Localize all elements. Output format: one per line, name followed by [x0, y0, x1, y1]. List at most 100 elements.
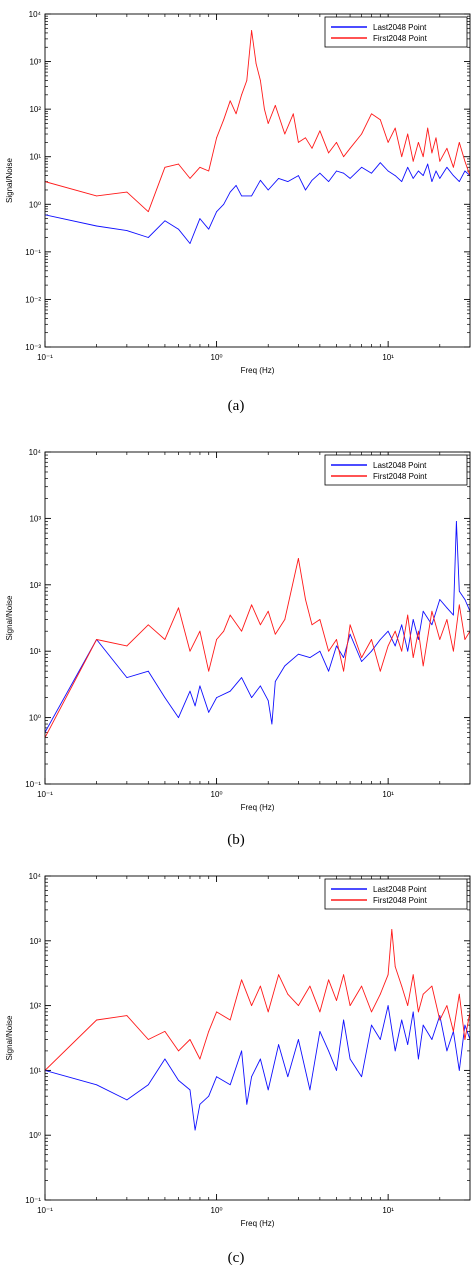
legend-box [324, 16, 468, 48]
data-point [189, 690, 191, 692]
y-tick-label: 10³ [29, 58, 41, 67]
data-point [259, 985, 261, 987]
data-point [189, 650, 191, 652]
data-point [446, 1005, 448, 1006]
data-point [284, 665, 286, 667]
data-point [458, 993, 460, 995]
data-point [208, 1095, 210, 1097]
data-point [349, 624, 351, 626]
y-tick-label: 10² [29, 581, 41, 590]
data-point [422, 665, 424, 667]
data-point [371, 650, 372, 652]
data-point [349, 147, 351, 149]
data-point [284, 619, 286, 620]
data-point [251, 30, 252, 31]
data-point [259, 624, 261, 626]
data-point [394, 645, 396, 647]
data-point [394, 966, 396, 967]
data-point [263, 108, 265, 110]
data-point [387, 1005, 389, 1006]
y-tick-label: 10⁻³ [25, 343, 41, 352]
legend-label-1: Last2048 Point [373, 885, 427, 894]
data-point [251, 1005, 252, 1006]
data-point [336, 645, 337, 647]
chart-panel-a: 10⁻¹ 10⁰ 10¹ 10⁻³ 10⁻² 10⁻¹ 10⁰ 10¹ 10² 10³ 10⁴ Fre… [0, 0, 472, 427]
legend-label-2: First2048 Point [373, 472, 428, 481]
data-point [305, 599, 306, 600]
data-point [241, 195, 243, 197]
data-point [251, 1076, 252, 1078]
data-point [189, 178, 191, 179]
y-tick-label: 10³ [29, 937, 41, 946]
chart-caption-b: (b) [227, 832, 245, 848]
data-point [431, 152, 433, 154]
data-point [452, 614, 454, 616]
data-point [96, 639, 98, 640]
data-point [446, 607, 448, 609]
data-point [164, 697, 166, 699]
data-point [305, 189, 306, 191]
data-point [394, 127, 396, 129]
data-point [96, 195, 98, 197]
data-point [126, 1099, 128, 1101]
data-point [309, 1089, 311, 1091]
data-point [259, 80, 261, 81]
plot-frame [44, 875, 471, 1201]
data-point [349, 178, 351, 179]
data-point [422, 156, 424, 158]
data-point [387, 141, 389, 143]
data-point [178, 163, 179, 165]
data-point [452, 650, 454, 652]
data-point [298, 653, 299, 655]
data-point [229, 100, 231, 102]
data-point [147, 237, 149, 238]
data-point [216, 211, 217, 213]
y-tick-label: 10⁴ [29, 872, 42, 881]
legend: Last2048 Point First2048 Point [324, 454, 468, 486]
data-point [189, 243, 191, 244]
data-point [194, 1129, 196, 1131]
data-point [412, 619, 414, 620]
data-point [309, 657, 311, 659]
data-point [208, 170, 210, 172]
series-line-1 [45, 520, 470, 733]
data-point [319, 1011, 321, 1013]
series-line-1 [45, 1005, 470, 1131]
data-point [164, 166, 166, 168]
data-point [319, 650, 321, 652]
data-point [422, 1024, 424, 1026]
data-point [417, 639, 419, 640]
data-point [164, 639, 166, 640]
y-tick-label: 10¹ [29, 1066, 41, 1075]
data-point [178, 717, 179, 718]
data-point [328, 650, 330, 652]
data-point [407, 614, 409, 616]
data-point [458, 141, 460, 143]
y-tick-label: 10⁰ [29, 1131, 41, 1140]
chart-b-svg: 10⁻¹ 10⁰ 10¹ 10⁻¹ 10⁰ 10¹ 10² 10³ 10⁴ Freq (Hz) Si… [5, 448, 471, 812]
y-tick-label: 10⁻¹ [25, 780, 41, 789]
data-point [319, 1030, 321, 1032]
data-point [126, 230, 128, 231]
x-tick-label: 10¹ [382, 353, 394, 362]
data-point [292, 113, 294, 115]
data-point [229, 690, 231, 692]
minor-ticks-c [45, 876, 470, 1200]
series-group-a [45, 30, 470, 244]
data-point [216, 1076, 217, 1078]
y-tick-label: 10⁰ [29, 200, 41, 209]
data-point [96, 1084, 98, 1086]
legend-label-1: Last2048 Point [373, 23, 427, 32]
y-tick-label: 10⁴ [29, 448, 42, 457]
data-point [147, 670, 149, 672]
y-tick-label: 10⁴ [29, 10, 42, 19]
data-point [387, 630, 389, 632]
data-point [208, 1030, 210, 1032]
y-axis-label: Signal/Noise [5, 595, 14, 640]
data-point [439, 1015, 441, 1017]
data-point [251, 195, 252, 197]
data-point [251, 604, 252, 606]
x-tick-label: 10⁻¹ [37, 1206, 53, 1215]
data-point [178, 228, 179, 230]
data-point [189, 1089, 191, 1091]
